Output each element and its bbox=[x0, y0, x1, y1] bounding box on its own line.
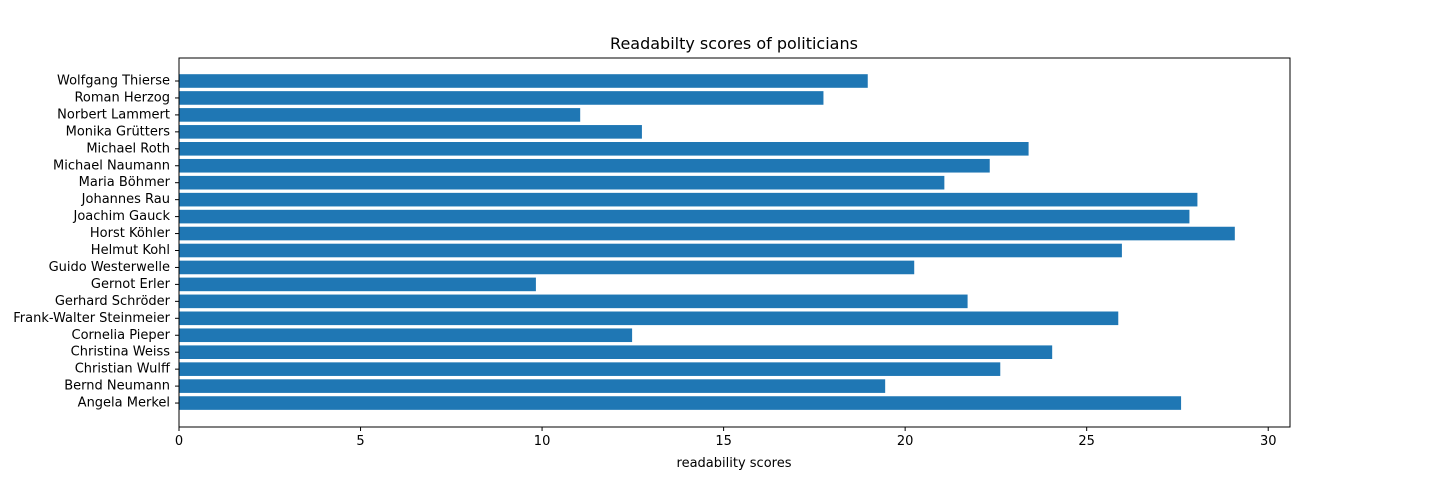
y-tick-label: Johannes Rau bbox=[81, 192, 170, 207]
bar-10 bbox=[179, 243, 1122, 258]
y-tick-label: Gernot Erler bbox=[91, 277, 171, 292]
x-tick-label: 15 bbox=[715, 434, 732, 449]
x-tick-label: 20 bbox=[897, 434, 914, 449]
bar-2 bbox=[179, 108, 581, 122]
y-tick-label: Wolfgang Thierse bbox=[57, 74, 170, 89]
bar-9 bbox=[179, 226, 1235, 241]
y-tick-label: Angela Merkel bbox=[78, 396, 170, 411]
chart-title: Readabilty scores of politicians bbox=[610, 34, 858, 53]
bar-19 bbox=[179, 396, 1182, 410]
bar-14 bbox=[179, 311, 1119, 326]
y-tick-label: Joachim Gauck bbox=[72, 209, 170, 224]
bar-11 bbox=[179, 260, 915, 275]
bar-3 bbox=[179, 125, 642, 139]
bar-13 bbox=[179, 294, 968, 309]
y-tick-label: Roman Herzog bbox=[74, 90, 170, 105]
bar-18 bbox=[179, 379, 886, 393]
y-tick-label: Helmut Kohl bbox=[91, 243, 170, 258]
y-tick-label: Monika Grütters bbox=[66, 124, 171, 139]
y-tick-label: Norbert Lammert bbox=[57, 107, 170, 122]
x-axis: 0 5 10 15 20 25 30 bbox=[175, 427, 1277, 449]
x-tick-label: 10 bbox=[534, 434, 551, 449]
x-tick-label: 5 bbox=[356, 434, 364, 449]
bar-12 bbox=[179, 277, 536, 292]
bar-5 bbox=[179, 158, 990, 173]
y-tick-label: Christian Wulff bbox=[75, 362, 171, 377]
x-tick-label: 25 bbox=[1078, 434, 1095, 449]
y-tick-label: Christina Weiss bbox=[71, 345, 171, 360]
x-axis-label: readability scores bbox=[677, 456, 792, 471]
bar-15 bbox=[179, 328, 633, 343]
y-tick-label: Guido Westerwelle bbox=[49, 260, 170, 275]
bar-17 bbox=[179, 362, 1001, 376]
plot-frame bbox=[178, 57, 1291, 428]
y-tick-label: Gerhard Schröder bbox=[55, 294, 171, 309]
bar-4 bbox=[179, 142, 1029, 156]
bars-group bbox=[179, 74, 1235, 410]
x-tick-label: 30 bbox=[1260, 434, 1277, 449]
y-tick-label: Bernd Neumann bbox=[64, 379, 170, 394]
bar-6 bbox=[179, 175, 945, 190]
bar-0 bbox=[179, 74, 868, 88]
bar-7 bbox=[179, 192, 1198, 207]
y-tick-label: Horst Köhler bbox=[90, 226, 171, 241]
x-tick-label: 0 bbox=[175, 434, 183, 449]
y-tick-label: Frank-Walter Steinmeier bbox=[13, 311, 170, 326]
y-tick-label: Maria Böhmer bbox=[79, 175, 171, 190]
y-tick-label: Cornelia Pieper bbox=[72, 328, 171, 343]
y-tick-label: Michael Roth bbox=[86, 141, 170, 156]
bar-8 bbox=[179, 209, 1190, 224]
y-tick-label: Michael Naumann bbox=[53, 158, 170, 173]
bar-1 bbox=[179, 91, 824, 105]
bar-16 bbox=[179, 345, 1053, 359]
